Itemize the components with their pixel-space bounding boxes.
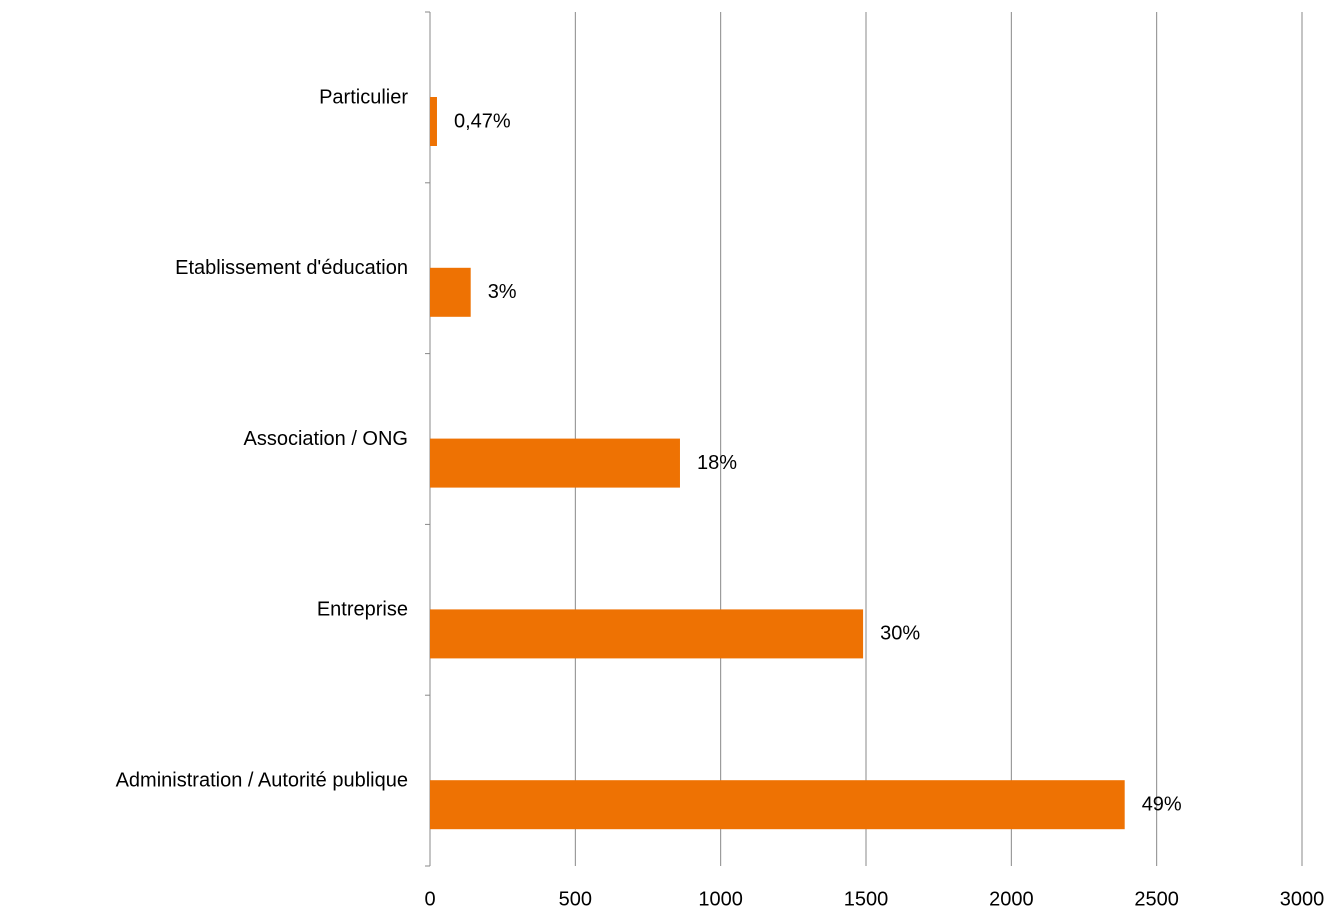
x-tick-label: 2000	[989, 888, 1034, 909]
data-label: 3%	[488, 281, 517, 303]
data-label: 49%	[1142, 793, 1182, 815]
x-tick-label: 1000	[698, 888, 743, 909]
bar	[430, 438, 680, 488]
x-tick-label: 2500	[1134, 888, 1179, 909]
x-tick-label: 3000	[1280, 888, 1325, 909]
x-tick-label: 0	[424, 888, 435, 909]
x-tick-label: 500	[559, 888, 592, 909]
y-tick-label: Association / ONG	[243, 428, 408, 450]
x-tick-label: 1500	[844, 888, 889, 909]
y-tick-label: Etablissement d'éducation	[175, 257, 408, 279]
data-label: 30%	[880, 623, 920, 645]
bar	[430, 609, 864, 659]
bar	[430, 97, 437, 146]
bar	[430, 780, 1125, 830]
data-label: 0,47%	[454, 110, 511, 132]
y-tick-label: Particulier	[319, 86, 408, 108]
data-label: 18%	[697, 452, 737, 474]
y-tick-label: Administration / Autorité publique	[116, 769, 408, 791]
y-tick-label: Entreprise	[317, 599, 408, 621]
bar	[430, 267, 471, 317]
